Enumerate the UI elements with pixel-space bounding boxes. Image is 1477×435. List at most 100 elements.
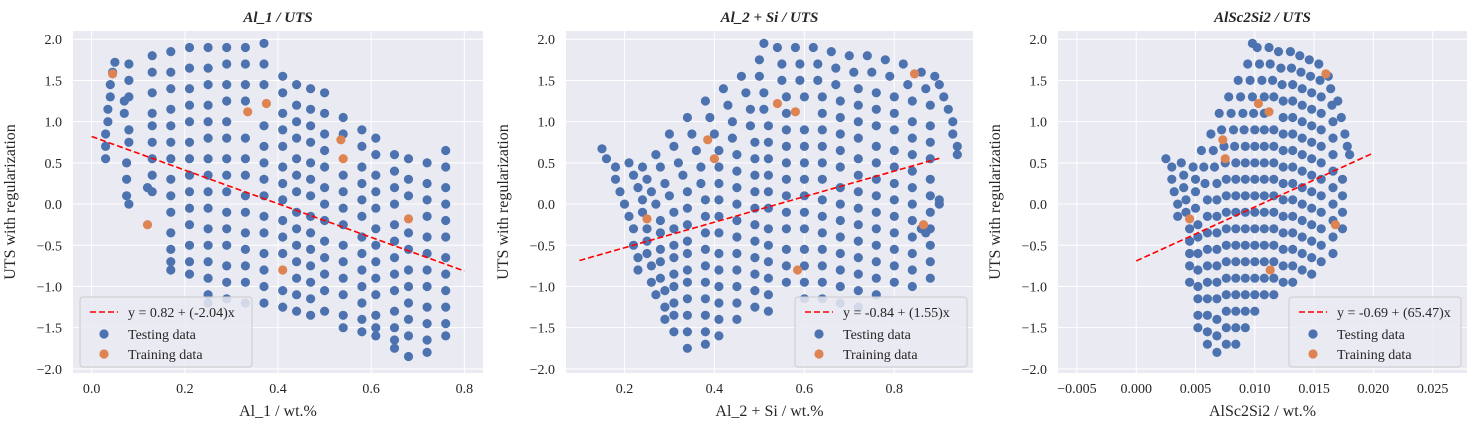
testing-point (1297, 265, 1307, 275)
testing-point (907, 199, 917, 209)
testing-point (907, 117, 917, 127)
testing-point (781, 207, 792, 217)
testing-point (889, 195, 899, 205)
testing-point (781, 92, 792, 102)
testing-point (1212, 178, 1222, 189)
testing-point (389, 166, 400, 176)
testing-point (124, 75, 134, 85)
testing-point (853, 187, 863, 197)
testing-point (203, 63, 213, 73)
training-point (261, 98, 271, 109)
testing-point (1259, 273, 1269, 283)
testing-point (682, 187, 693, 197)
testing-point (371, 323, 381, 333)
testing-point (781, 277, 792, 287)
training-point (1264, 107, 1274, 117)
y-tick-label: −1.5 (530, 322, 555, 337)
testing-point (853, 117, 863, 127)
legend-testing-label: Testing data (128, 328, 197, 343)
testing-point (925, 207, 935, 217)
testing-point (1278, 277, 1288, 287)
testing-point (1269, 257, 1279, 267)
testing-point (338, 112, 348, 123)
testing-point (844, 51, 854, 61)
testing-point (292, 117, 302, 127)
testing-point (320, 269, 330, 279)
testing-point (240, 207, 250, 217)
testing-point (633, 183, 643, 193)
testing-point (853, 269, 863, 279)
testing-point (669, 281, 679, 292)
testing-point (292, 207, 302, 217)
testing-point (660, 286, 670, 296)
testing-point (1307, 220, 1317, 230)
testing-point (646, 261, 657, 271)
testing-point (1202, 261, 1212, 271)
testing-point (1297, 84, 1307, 94)
testing-point (732, 150, 742, 160)
testing-point (1295, 51, 1305, 61)
testing-point (871, 158, 881, 168)
testing-point (240, 154, 250, 164)
series-training (642, 69, 929, 275)
testing-point (871, 121, 881, 131)
testing-point (1259, 125, 1269, 135)
testing-point (1316, 240, 1326, 250)
testing-point (184, 203, 195, 213)
testing-point (1240, 207, 1250, 217)
testing-point (1179, 183, 1189, 193)
testing-point (628, 170, 639, 180)
testing-point (338, 290, 348, 300)
testing-point (853, 154, 863, 164)
testing-point (1202, 327, 1212, 337)
testing-point (669, 269, 679, 279)
testing-point (320, 145, 330, 156)
testing-point (925, 240, 935, 250)
testing-point (422, 248, 432, 259)
testing-point (637, 207, 648, 217)
training-point (642, 214, 652, 224)
testing-point (763, 306, 774, 316)
testing-point (799, 141, 810, 151)
x-tick-label: 0.020 (1358, 382, 1390, 397)
y-tick-label: 0.5 (45, 157, 63, 172)
testing-point (907, 265, 917, 275)
testing-point (1221, 306, 1231, 316)
testing-point (1328, 248, 1338, 259)
testing-point (1288, 195, 1298, 205)
testing-point (1240, 141, 1250, 151)
y-tick-label: 0.5 (538, 157, 556, 172)
legend-box (1288, 296, 1462, 368)
series-training (1185, 69, 1340, 275)
testing-point (403, 298, 414, 308)
testing-point (736, 71, 747, 81)
legend-testing-swatch (814, 329, 824, 339)
testing-point (441, 145, 451, 156)
testing-point (655, 228, 666, 238)
testing-point (1193, 323, 1203, 333)
training-point (338, 154, 348, 164)
testing-point (292, 224, 302, 234)
series-testing (1161, 38, 1355, 357)
testing-point (357, 248, 367, 259)
testing-point (1240, 273, 1250, 283)
testing-point (700, 211, 711, 221)
testing-point (939, 92, 949, 102)
testing-point (278, 88, 288, 98)
testing-point (952, 141, 962, 151)
testing-point (732, 166, 742, 176)
testing-point (763, 273, 774, 283)
testing-point (357, 298, 367, 308)
testing-point (338, 273, 348, 283)
testing-point (1231, 191, 1241, 201)
testing-point (664, 191, 675, 201)
testing-point (338, 257, 348, 267)
testing-point (700, 339, 711, 349)
testing-point (835, 96, 845, 106)
testing-point (278, 108, 288, 118)
testing-point (1278, 145, 1288, 156)
testing-point (203, 203, 213, 213)
testing-point (371, 203, 381, 213)
testing-point (1288, 178, 1298, 189)
testing-point (203, 80, 213, 90)
